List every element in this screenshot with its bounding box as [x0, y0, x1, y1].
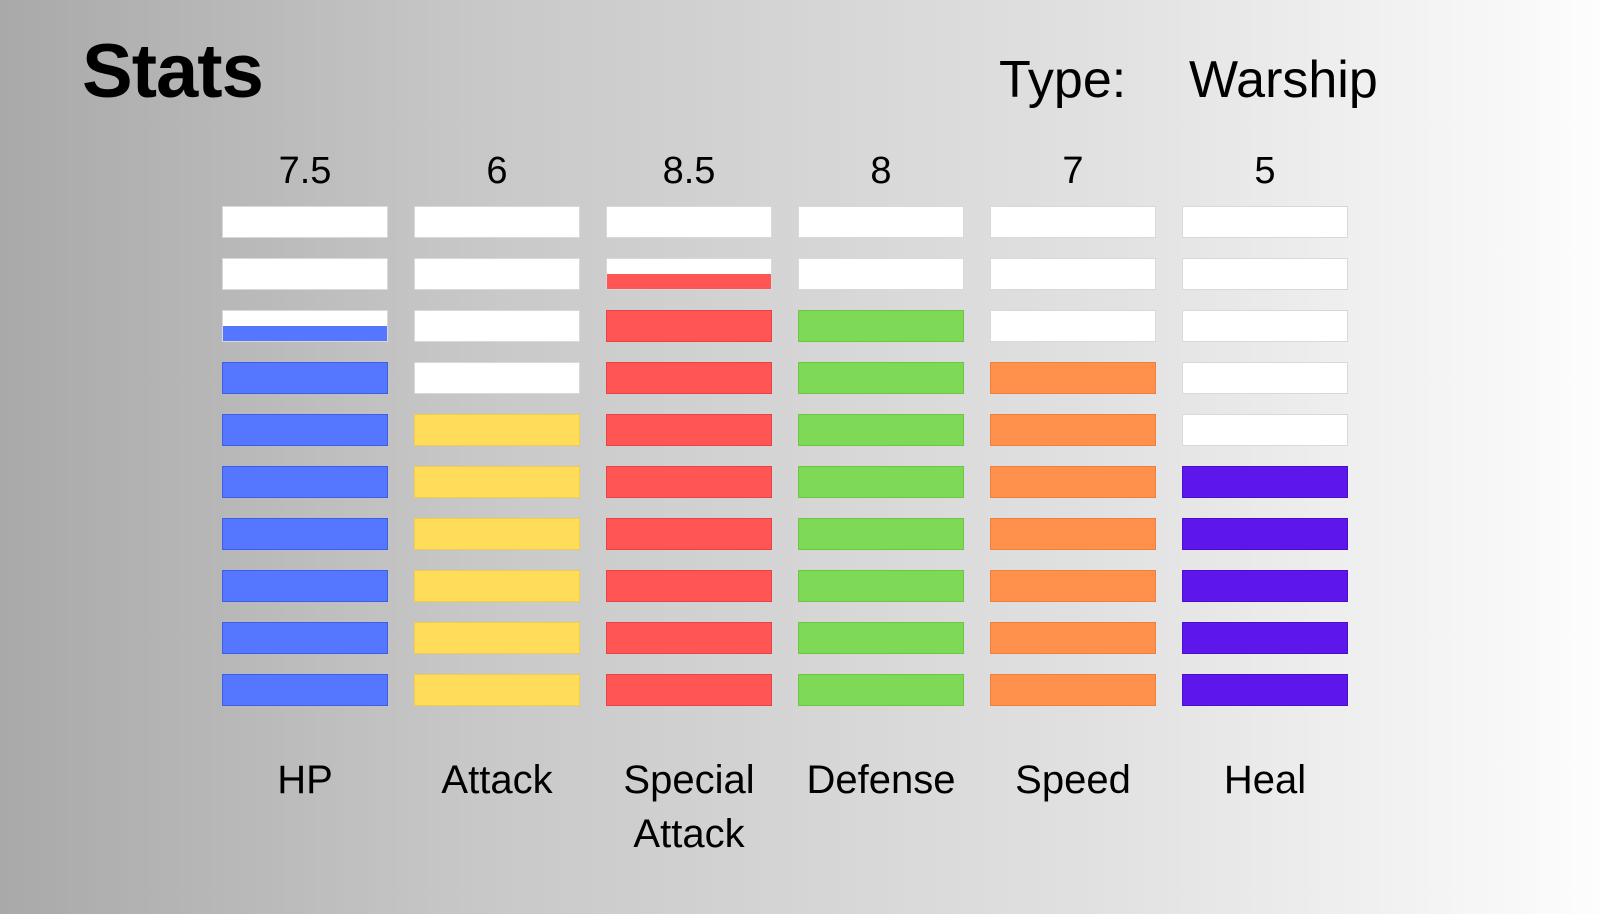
stat-bar-segment: [1182, 570, 1348, 602]
stat-value: 6: [486, 150, 508, 192]
stat-bar-segment: [222, 310, 388, 342]
stat-bar-segment: [606, 622, 772, 654]
stat-bar-segment: [1182, 518, 1348, 550]
stat-meter: [606, 206, 772, 706]
stat-bar-segment: [1182, 310, 1348, 342]
stat-label: Defense: [806, 758, 956, 802]
stat-bar-segment: [414, 362, 580, 394]
stat-bar-segment: [990, 518, 1156, 550]
type-value: Warship: [1189, 51, 1378, 109]
stat-bar-segment: [222, 570, 388, 602]
stat-bar-segment: [990, 570, 1156, 602]
stat-bar-segment: [606, 258, 772, 290]
stat-bar-segment: [1182, 674, 1348, 706]
stat-bar-segment: [1182, 362, 1348, 394]
stat-label: Special Attack: [623, 758, 755, 856]
stat-bar-segment: [606, 362, 772, 394]
stat-label: Speed: [1015, 758, 1131, 802]
stat-meter: [414, 206, 580, 706]
stat-bar-segment: [222, 466, 388, 498]
stat-bar-segment: [222, 362, 388, 394]
stat-bar-segment: [414, 570, 580, 602]
stat-bar-segment: [606, 466, 772, 498]
stat-bar-segment: [990, 258, 1156, 290]
stat-bar-segment: [222, 622, 388, 654]
stat-bar-partial-fill: [607, 274, 771, 289]
page-title: Stats: [82, 29, 264, 114]
stat-bar-segment: [1182, 466, 1348, 498]
stat-bar-segment: [798, 362, 964, 394]
stat-bar-segment: [990, 622, 1156, 654]
stat-bar-segment: [990, 414, 1156, 446]
stat-bar-segment: [222, 674, 388, 706]
stat-bar-segment: [798, 622, 964, 654]
stat-bar-segment: [414, 258, 580, 290]
stat-bar-segment: [222, 414, 388, 446]
stat-bar-segment: [414, 414, 580, 446]
stat-label: Heal: [1223, 758, 1307, 802]
stat-bar-segment: [606, 570, 772, 602]
stat-bar-segment: [606, 414, 772, 446]
type-label: Type:: [999, 51, 1127, 109]
stat-bar-segment: [1182, 206, 1348, 238]
stat-value: 5: [1254, 150, 1276, 192]
stat-value: 7: [1062, 150, 1084, 192]
stat-value: 7.5: [278, 150, 332, 192]
stat-bar-segment: [798, 258, 964, 290]
stat-bar-segment: [414, 518, 580, 550]
stat-bar-segment: [798, 310, 964, 342]
stat-bar-segment: [990, 206, 1156, 238]
stat-bar-segment: [990, 310, 1156, 342]
stat-bar-segment: [222, 258, 388, 290]
stat-bar-segment: [606, 310, 772, 342]
stat-meter: [1182, 206, 1348, 706]
stat-bar-segment: [798, 674, 964, 706]
stat-bar-segment: [414, 466, 580, 498]
stat-bar-segment: [414, 622, 580, 654]
stat-bar-segment: [990, 674, 1156, 706]
stat-bar-segment: [990, 362, 1156, 394]
stat-bar-partial-fill: [223, 326, 387, 341]
stat-value: 8.5: [662, 150, 716, 192]
stat-bar-segment: [414, 206, 580, 238]
stat-bar-segment: [990, 466, 1156, 498]
stat-bar-segment: [222, 518, 388, 550]
stat-label: Attack: [441, 758, 553, 802]
stat-bar-segment: [606, 518, 772, 550]
stat-bar-segment: [1182, 258, 1348, 290]
stat-bar-segment: [798, 206, 964, 238]
stat-bar-segment: [222, 206, 388, 238]
stat-bar-segment: [1182, 622, 1348, 654]
stat-meter: [798, 206, 964, 706]
stat-bar-segment: [606, 674, 772, 706]
stat-label: HP: [277, 758, 333, 802]
stat-bar-segment: [798, 466, 964, 498]
stat-bar-segment: [606, 206, 772, 238]
stat-bar-segment: [798, 518, 964, 550]
stat-value: 8: [870, 150, 892, 192]
stat-meter: [222, 206, 388, 706]
stat-bar-segment: [1182, 414, 1348, 446]
stat-meter: [990, 206, 1156, 706]
stat-bar-segment: [414, 674, 580, 706]
stat-bar-segment: [798, 414, 964, 446]
stat-bar-segment: [414, 310, 580, 342]
stat-bar-segment: [798, 570, 964, 602]
